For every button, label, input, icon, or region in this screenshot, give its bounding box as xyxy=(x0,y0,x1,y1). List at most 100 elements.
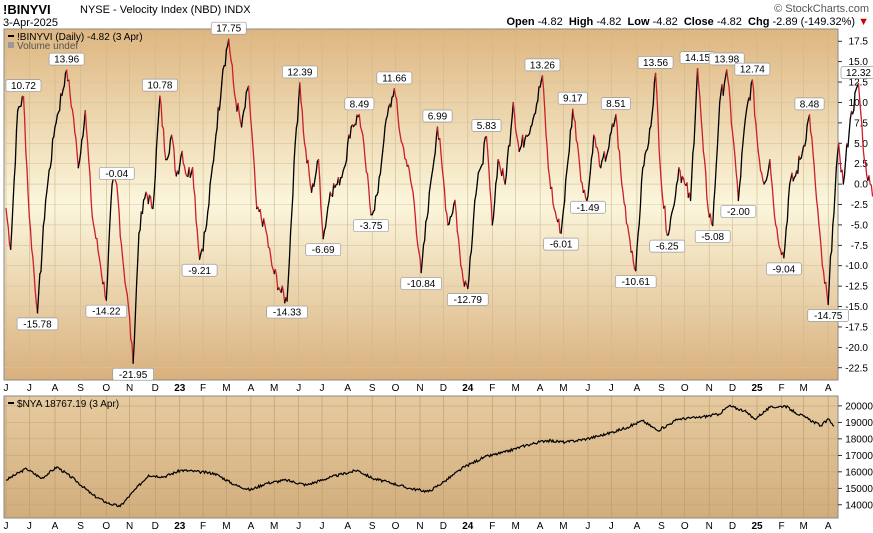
peak-label-text: -15.78 xyxy=(23,319,52,330)
velocity-segment xyxy=(754,114,757,125)
velocity-segment xyxy=(296,98,300,123)
velocity-segment xyxy=(496,158,499,178)
x-tick-label: J xyxy=(296,521,301,532)
index-title: NYSE - Velocity Index (NBD) xyxy=(80,4,222,16)
velocity-segment xyxy=(607,146,610,153)
velocity-segment xyxy=(27,194,30,218)
velocity-segment xyxy=(322,230,326,240)
velocity-segment xyxy=(300,101,303,111)
y-tick-label: 16000 xyxy=(845,467,873,478)
velocity-segment xyxy=(411,185,414,193)
peak-label-text: -2.00 xyxy=(727,207,750,218)
velocity-segment xyxy=(33,271,36,291)
velocity-segment xyxy=(714,165,717,188)
velocity-segment xyxy=(310,183,314,193)
velocity-segment xyxy=(588,172,591,185)
velocity-segment xyxy=(428,183,432,194)
velocity-segment xyxy=(443,189,447,211)
x-tick-label: N xyxy=(416,521,423,532)
velocity-segment xyxy=(446,213,449,226)
velocity-segment xyxy=(590,151,594,160)
x-tick-label: F xyxy=(489,383,495,394)
velocity-segment xyxy=(116,183,119,199)
peak-label: 6.99 xyxy=(422,109,453,123)
y-tick-label: -7.5 xyxy=(851,241,869,252)
velocity-segment xyxy=(531,118,534,126)
velocity-segment xyxy=(554,210,558,219)
velocity-segment xyxy=(616,124,619,149)
peak-label-text: 6.99 xyxy=(428,112,448,123)
velocity-segment xyxy=(692,142,695,154)
x-tick-label: D xyxy=(152,521,159,532)
peak-label-box xyxy=(344,97,375,111)
velocity-segment xyxy=(50,138,54,161)
velocity-segment xyxy=(358,114,362,128)
peak-label: -14.75 xyxy=(807,309,849,322)
peak-label-text: 12.39 xyxy=(287,67,312,78)
velocity-segment xyxy=(587,183,590,197)
velocity-segment xyxy=(323,226,327,232)
copyright-link[interactable]: © StockCharts.com xyxy=(774,3,869,15)
velocity-segment xyxy=(88,160,91,175)
x-tick-label: O xyxy=(392,521,400,532)
peak-label-text: 9.17 xyxy=(563,94,583,105)
velocity-segment xyxy=(761,172,764,181)
velocity-segment xyxy=(366,173,370,189)
x-tick-label: M xyxy=(222,521,230,532)
velocity-segment xyxy=(608,134,611,148)
velocity-segment xyxy=(106,248,110,281)
velocity-segment xyxy=(637,223,640,236)
x-tick-label: D xyxy=(440,383,447,394)
velocity-segment xyxy=(745,102,749,111)
velocity-segment xyxy=(433,152,436,161)
x-tick-label: M xyxy=(222,383,230,394)
velocity-segment xyxy=(25,151,28,170)
x-tick-label: J xyxy=(27,383,32,394)
peak-label-text: 10.78 xyxy=(147,81,172,92)
velocity-segment xyxy=(677,167,680,181)
velocity-segment xyxy=(232,82,236,95)
velocity-segment xyxy=(534,103,538,114)
peak-label-box xyxy=(48,52,85,66)
velocity-segment xyxy=(701,131,705,153)
peak-label-box xyxy=(734,62,771,76)
velocity-segment xyxy=(127,305,131,319)
velocity-segment xyxy=(744,109,748,120)
peak-label: -10.84 xyxy=(400,277,442,290)
peak-label-text: -10.84 xyxy=(407,279,436,290)
peak-label-box xyxy=(543,237,579,251)
velocity-segment xyxy=(474,193,477,202)
velocity-segment xyxy=(90,199,93,218)
velocity-segment xyxy=(832,212,835,226)
y-tick-label: -22.5 xyxy=(845,363,868,374)
velocity-segment xyxy=(191,167,195,189)
velocity-segment xyxy=(773,215,777,226)
velocity-segment xyxy=(82,123,85,137)
velocity-segment xyxy=(345,142,349,161)
velocity-segment xyxy=(566,158,569,171)
velocity-segment xyxy=(808,114,812,133)
x-tick-label: 25 xyxy=(751,521,763,532)
peak-label-box xyxy=(282,65,318,79)
peak-label-box xyxy=(85,304,128,318)
peak-label-text: -12.79 xyxy=(454,295,483,306)
velocity-segment xyxy=(86,142,90,162)
velocity-segment xyxy=(78,152,82,163)
velocity-segment xyxy=(426,210,429,219)
velocity-segment xyxy=(661,196,665,209)
velocity-segment xyxy=(126,294,130,308)
velocity-segment xyxy=(120,244,124,259)
peak-label: 13.96 xyxy=(48,52,85,66)
x-tick-label: J xyxy=(609,521,614,532)
velocity-segment xyxy=(475,183,478,196)
x-tick-label: A xyxy=(634,383,641,394)
x-tick-label: S xyxy=(658,521,665,532)
velocity-segment xyxy=(591,134,595,154)
velocity-segment xyxy=(172,140,175,151)
velocity-segment xyxy=(154,147,158,178)
velocity-segment xyxy=(636,233,639,250)
x-tick-label: A xyxy=(248,521,255,532)
peak-label-box xyxy=(5,79,42,92)
velocity-segment xyxy=(749,83,752,101)
velocity-segment xyxy=(214,134,217,148)
